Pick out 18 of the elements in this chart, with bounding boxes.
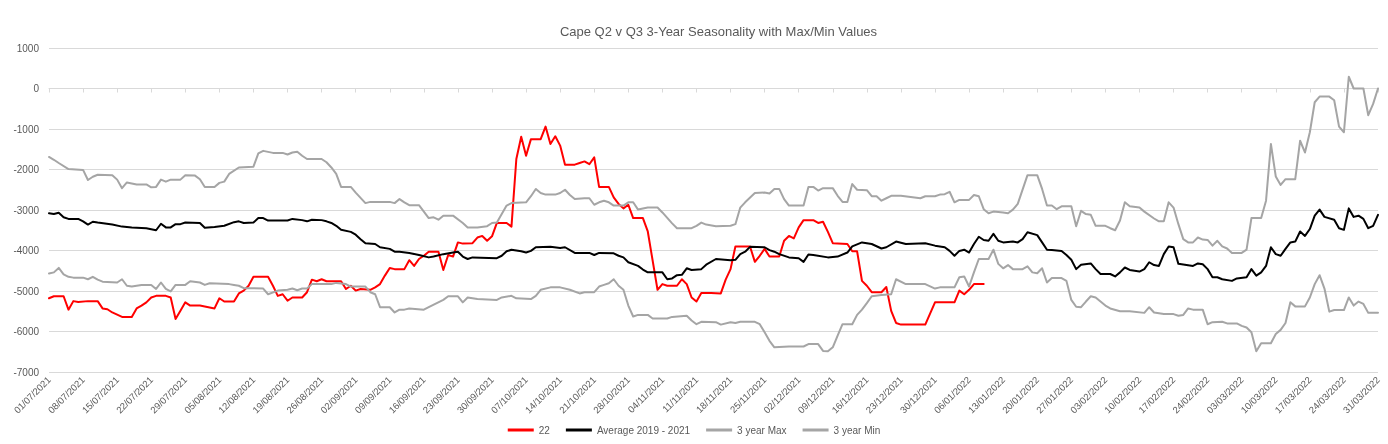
legend-label: 3 year Max bbox=[737, 424, 787, 436]
y-tick-label: -7000 bbox=[13, 366, 40, 378]
y-tick-label: -2000 bbox=[13, 164, 40, 175]
line-series bbox=[48, 75, 1379, 254]
chart-title: Cape Q2 v Q3 3-Year Seasonality with Max/Min Values bbox=[559, 24, 878, 39]
y-tick-label: -3000 bbox=[13, 204, 40, 216]
legend-label: 22 bbox=[538, 424, 551, 436]
y-tick-label: -1000 bbox=[13, 123, 40, 135]
y-tick-label: -6000 bbox=[13, 326, 40, 337]
line-series bbox=[48, 125, 985, 326]
y-tick-label: -4000 bbox=[13, 245, 40, 256]
legend-label: Average 2019 - 2021 bbox=[596, 424, 691, 436]
y-tick-label: 1000 bbox=[16, 42, 40, 54]
y-tick-label: 0 bbox=[33, 83, 40, 94]
line-series bbox=[48, 207, 1379, 282]
y-tick-label: -5000 bbox=[13, 285, 40, 297]
legend-label: 3 year Min bbox=[833, 424, 881, 436]
line-series bbox=[48, 248, 1379, 353]
